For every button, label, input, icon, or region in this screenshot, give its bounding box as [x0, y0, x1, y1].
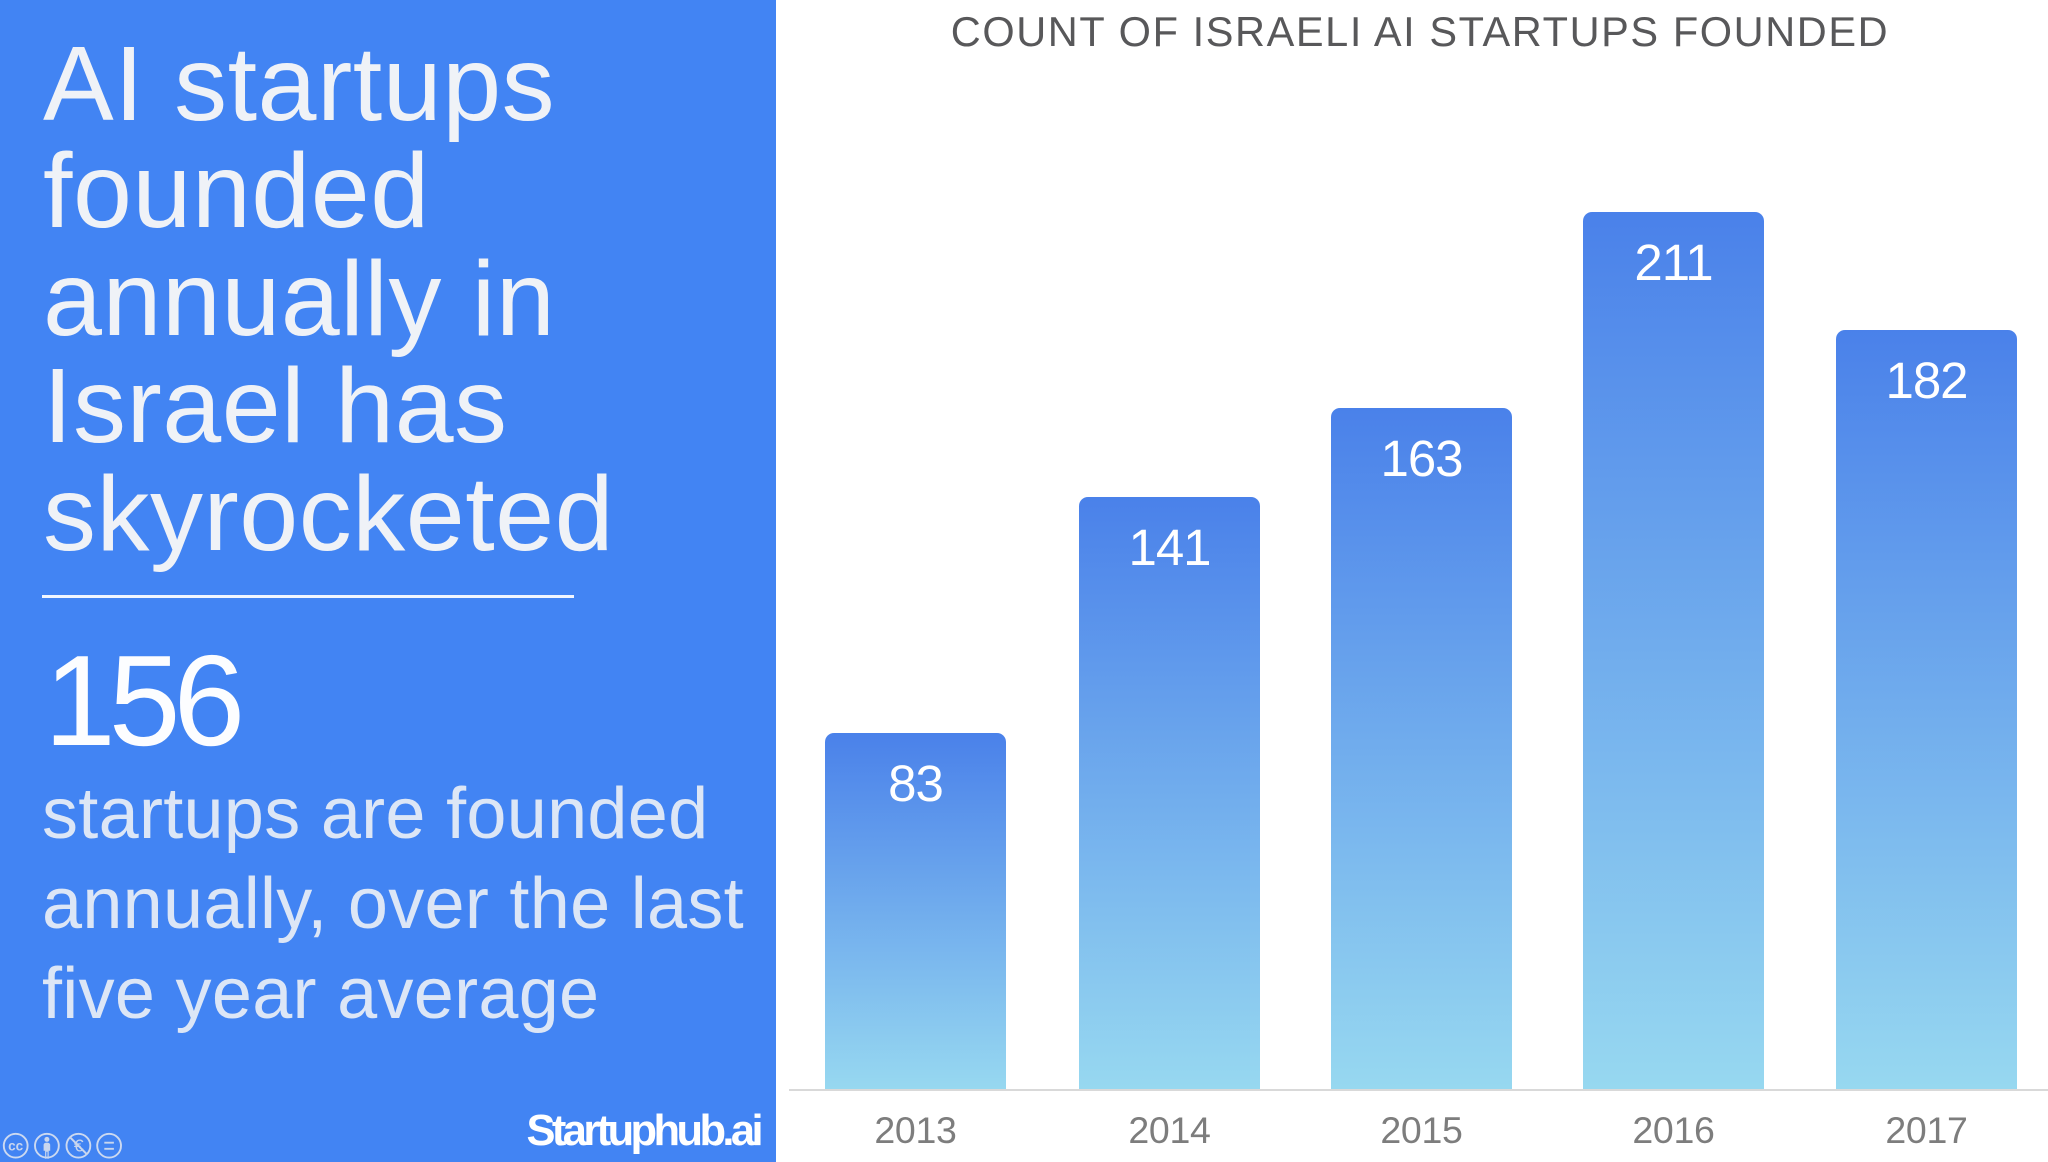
svg-text:cc: cc: [8, 1138, 24, 1153]
